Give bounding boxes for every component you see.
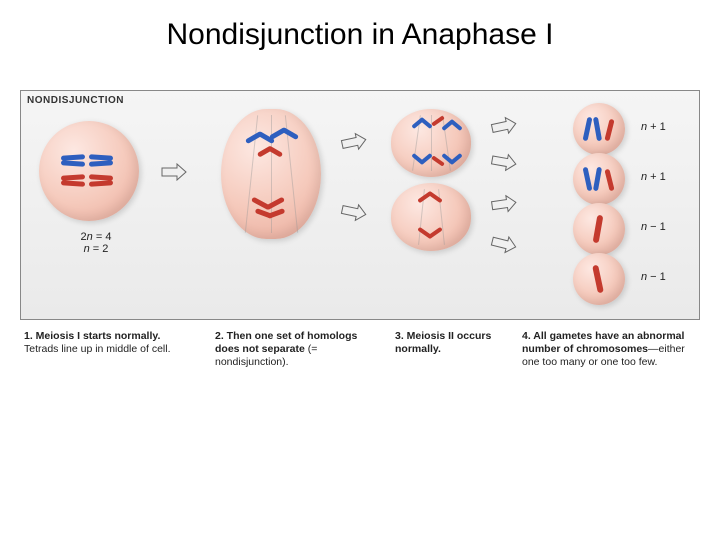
result-label-4: n − 1 — [641, 271, 666, 283]
caption-3: 3. Meiosis II occurs normally. — [395, 330, 515, 356]
arrow-icon — [339, 130, 368, 153]
cell-stage4-3 — [573, 203, 625, 255]
arrow-icon — [489, 114, 518, 137]
arrow-icon — [490, 193, 518, 214]
caption-4: 4. All gametes have an abnormal number o… — [522, 330, 700, 369]
cell-stage2 — [221, 109, 321, 239]
panel-label: NONDISJUNCTION — [27, 95, 124, 106]
cell-stage4-1 — [573, 103, 625, 155]
arrow-icon — [339, 200, 368, 223]
result-label-1: n + 1 — [641, 121, 666, 133]
result-label-3: n − 1 — [641, 221, 666, 233]
arrow-icon — [489, 232, 519, 256]
ploidy-equation: 2n = 4 n = 2 — [61, 231, 131, 255]
result-label-2: n + 1 — [641, 171, 666, 183]
cell-stage3-top — [391, 109, 471, 177]
caption-1: 1. Meiosis I starts normally. Tetrads li… — [24, 330, 189, 356]
diagram-panel: NONDISJUNCTION 2n = 4 n = 2 — [20, 90, 700, 320]
cell-stage3-bottom — [391, 183, 471, 251]
arrow-icon — [161, 163, 187, 181]
cell-stage1 — [39, 121, 139, 221]
caption-2: 2. Then one set of homologs does not sep… — [215, 330, 370, 369]
arrow-icon — [490, 151, 519, 173]
cell-stage4-4 — [573, 253, 625, 305]
cell-stage4-2 — [573, 153, 625, 205]
page-title: Nondisjunction in Anaphase I — [0, 0, 720, 62]
